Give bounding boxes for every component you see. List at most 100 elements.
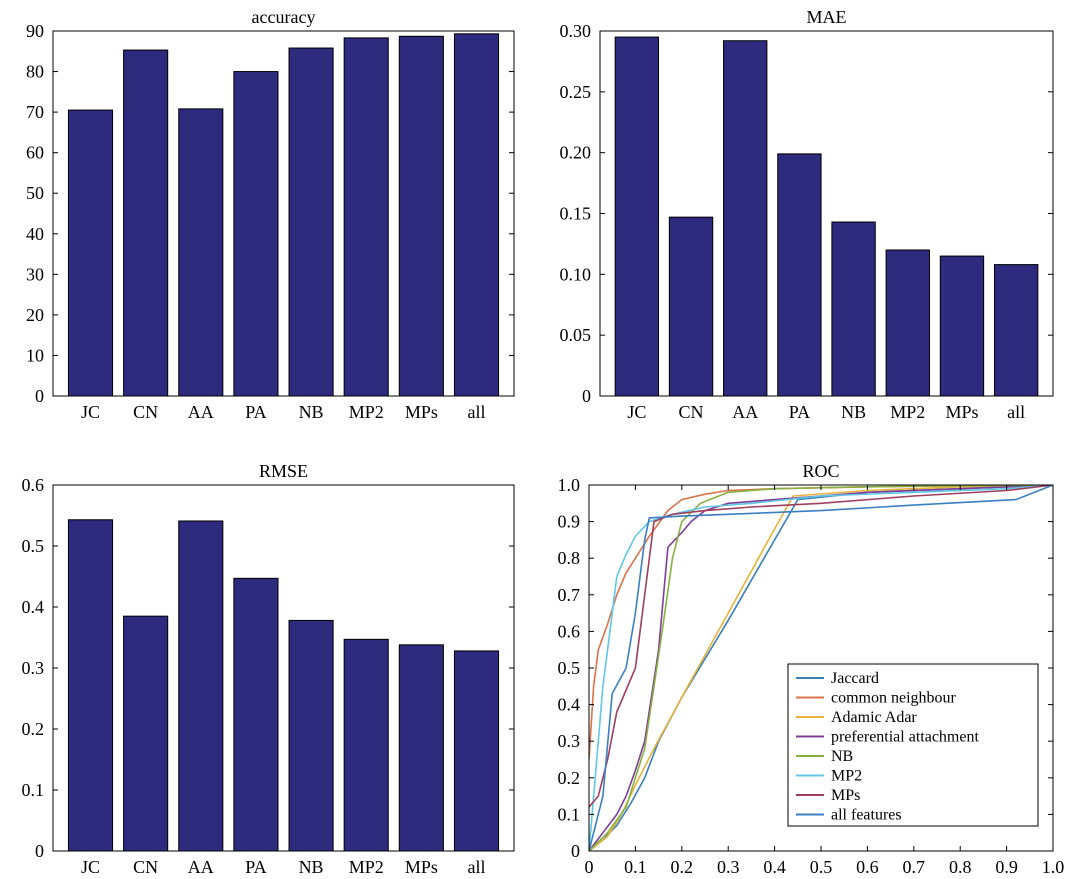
x-tick-label: MP2 <box>890 402 925 422</box>
chart-2: RMSE JC CN AA PA NB MP2 MPs all 0 0.1 0.2 0.3 0.4 0.5 0… <box>22 461 515 877</box>
x-tick-label: JC <box>81 857 100 877</box>
y-tick-label: 80 <box>26 62 44 82</box>
bar-aa <box>178 108 224 397</box>
bar-nb <box>831 221 876 397</box>
bar-nb <box>288 619 334 852</box>
x-tick-label: CN <box>679 402 704 422</box>
chart-3: ROC 0 0.1 0.2 0.3 0.4 0.5 0.6 0.7 0.8 0.9 1.0 Jaccar… <box>558 461 1065 877</box>
legend-label: MPs <box>831 787 860 804</box>
y-tick-label: 0.30 <box>560 21 592 41</box>
y-tick-label: 0.2 <box>558 768 581 788</box>
x-tick-label: 0.5 <box>810 857 833 877</box>
x-tick-label: NB <box>299 857 324 877</box>
y-tick-label: 0.25 <box>560 82 592 102</box>
y-tick-label: 0.4 <box>558 695 581 715</box>
legend: Jaccard common neighbour Adamic Adar prefer… <box>787 663 1039 827</box>
y-tick-label: 0.1 <box>22 780 45 800</box>
y-tick-label: 0.20 <box>560 143 592 163</box>
x-tick-label: MPs <box>405 402 438 422</box>
x-tick-label: MP2 <box>349 857 384 877</box>
y-tick-label: 0.15 <box>560 204 592 224</box>
y-tick-label: 10 <box>26 345 44 365</box>
y-tick-label: 0.4 <box>22 597 45 617</box>
chart-1: MAE JC CN AA PA NB MP2 MPs all 0 0.05 0.10 0.15 0.20 0… <box>560 7 1054 422</box>
x-tick-label: 0.9 <box>995 857 1018 877</box>
legend-label: MP2 <box>831 768 862 785</box>
bar-jc <box>67 109 114 397</box>
y-tick-label: 0.6 <box>22 475 45 495</box>
bar-all <box>453 33 500 397</box>
bar-mp2 <box>343 638 389 852</box>
x-tick-label: CN <box>133 402 158 422</box>
bar-all <box>453 650 500 852</box>
bar-pa <box>233 71 279 397</box>
y-tick-label: 0.10 <box>560 264 592 284</box>
bar-cn <box>123 615 169 852</box>
bar-pa <box>777 153 822 397</box>
x-tick-label: 1.0 <box>1042 857 1065 877</box>
y-tick-label: 70 <box>26 102 44 122</box>
bar-jc <box>67 519 114 852</box>
x-tick-label: 0.3 <box>717 857 740 877</box>
chart-title: accuracy <box>252 7 316 27</box>
bar-pa <box>233 577 279 852</box>
x-tick-label: AA <box>188 857 214 877</box>
x-tick-label: JC <box>627 402 646 422</box>
bar-aa <box>723 40 768 397</box>
y-tick-label: 0 <box>582 386 591 406</box>
y-tick-label: 0.2 <box>22 719 45 739</box>
bar-mp2 <box>885 249 930 397</box>
axes-frame <box>599 30 1054 397</box>
bar-cn <box>668 216 714 397</box>
bar-cn <box>123 49 169 397</box>
legend-label: Adamic Adar <box>831 709 917 726</box>
y-tick-label: 40 <box>26 224 44 244</box>
x-tick-label: all <box>1007 402 1025 422</box>
legend-label: common neighbour <box>831 690 957 707</box>
legend-label: Jaccard <box>831 670 879 687</box>
roc-line-7 <box>589 485 1053 851</box>
roc-line-5 <box>589 485 1053 851</box>
x-tick-label: 0 <box>585 857 594 877</box>
y-tick-label: 1.0 <box>558 475 581 495</box>
axes-frame <box>52 484 515 852</box>
y-tick-label: 90 <box>26 21 44 41</box>
x-tick-label: 0.2 <box>671 857 694 877</box>
roc-line-2 <box>589 485 1053 851</box>
y-tick-label: 20 <box>26 305 44 325</box>
y-tick-label: 0 <box>35 841 44 861</box>
x-tick-label: NB <box>299 402 324 422</box>
chart-title: RMSE <box>259 461 308 481</box>
y-tick-label: 0 <box>35 386 44 406</box>
x-tick-label: PA <box>245 857 266 877</box>
x-tick-label: MPs <box>405 857 438 877</box>
y-tick-label: 50 <box>26 183 44 203</box>
chart-title: ROC <box>802 461 839 481</box>
y-tick-label: 0.5 <box>22 536 45 556</box>
x-tick-label: 0.8 <box>949 857 972 877</box>
x-tick-label: all <box>468 857 486 877</box>
y-tick-label: 30 <box>26 264 44 284</box>
legend-label: preferential attachment <box>831 729 979 746</box>
bar-mp2 <box>343 37 389 397</box>
y-tick-label: 0.3 <box>22 658 45 678</box>
y-tick-label: 0.1 <box>558 804 581 824</box>
chart-0: accuracy JC CN AA PA NB MP2 MPs all 0 10 20 30 40 50 60… <box>26 7 515 422</box>
x-tick-label: JC <box>81 402 100 422</box>
x-tick-label: 0.1 <box>624 857 647 877</box>
x-tick-label: AA <box>188 402 214 422</box>
x-tick-label: PA <box>245 402 266 422</box>
chart-title: MAE <box>807 7 847 27</box>
x-tick-label: PA <box>789 402 810 422</box>
axes-frame <box>52 30 515 397</box>
x-tick-label: MP2 <box>349 402 384 422</box>
y-tick-label: 0.6 <box>558 621 581 641</box>
y-tick-label: 0.05 <box>560 325 592 345</box>
y-tick-label: 60 <box>26 143 44 163</box>
x-tick-label: NB <box>841 402 866 422</box>
y-tick-label: 0.7 <box>558 585 581 605</box>
bar-nb <box>288 47 334 397</box>
x-tick-label: MPs <box>945 402 978 422</box>
y-tick-label: 0.8 <box>558 548 581 568</box>
